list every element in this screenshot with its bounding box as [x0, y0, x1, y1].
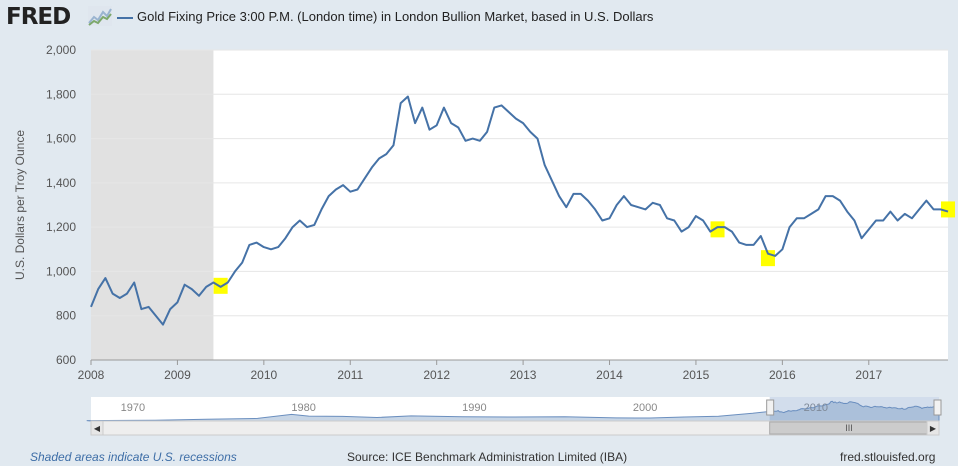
y-tick-label: 1,400 — [46, 176, 76, 190]
recession-shade — [91, 50, 214, 360]
navigator-tick-label: 1970 — [121, 402, 145, 414]
x-tick-label: 2016 — [769, 368, 796, 382]
recession-note: Shaded areas indicate U.S. recessions — [30, 450, 237, 464]
y-tick-label: 1,200 — [46, 220, 76, 234]
chart-svg[interactable]: 600 800 1,000 1,200 1,400 1,600 1,800 2,000 200… — [0, 36, 958, 446]
highlight-layer — [213, 201, 955, 294]
navigator-handle-right[interactable] — [933, 399, 942, 416]
highlight-marker — [941, 201, 955, 218]
plot-background — [91, 50, 948, 360]
fred-logo-chart-icon — [88, 6, 112, 26]
y-axis-label: U.S. Dollars per Troy Ounce — [13, 130, 27, 280]
navigator-area — [86, 400, 940, 422]
navigator-ticks: 1970 1980 1990 2000 2010 — [121, 402, 828, 414]
scroll-left-icon: ◀ — [94, 424, 101, 433]
navigator-tick-label: 2000 — [633, 402, 657, 414]
x-tick-label: 2015 — [683, 368, 710, 382]
chart-header: FRED Gold Fixing Price 3:00 P.M. (London… — [0, 0, 958, 36]
y-axis-ticks: 600 800 1,000 1,200 1,400 1,600 1,800 2,000 — [46, 43, 76, 367]
y-tick-label: 1,800 — [46, 87, 76, 101]
recession-layer — [91, 50, 214, 360]
x-axis-ticks: 2008 2009 2010 2011 2012 2013 2014 2015 2016 2017 — [78, 360, 882, 382]
legend-line-icon — [117, 16, 133, 19]
y-tick-label: 600 — [56, 353, 76, 367]
scrollbar-grip-icon: III — [845, 423, 853, 433]
legend-text: Gold Fixing Price 3:00 P.M. (London time… — [137, 9, 654, 24]
highlight-marker — [710, 221, 725, 238]
scroll-right-icon: ▶ — [930, 424, 937, 433]
x-tick-label: 2012 — [423, 368, 450, 382]
navigator-tick-label: 1980 — [291, 402, 315, 414]
navigator-tick-label: 1990 — [462, 402, 486, 414]
y-tick-label: 1,000 — [46, 264, 76, 278]
x-tick-label: 2014 — [596, 368, 623, 382]
y-tick-label: 800 — [56, 309, 76, 323]
scroll-right-button[interactable] — [926, 420, 940, 436]
x-tick-label: 2017 — [855, 368, 882, 382]
navigator-selection[interactable] — [769, 397, 939, 421]
y-tick-label: 2,000 — [46, 43, 76, 57]
series-legend[interactable]: Gold Fixing Price 3:00 P.M. (London time… — [117, 9, 653, 24]
x-tick-label: 2011 — [337, 368, 363, 382]
y-tick-label: 1,600 — [46, 132, 76, 146]
navigator[interactable]: 1970 1980 1990 2000 2010 III ◀ ▶ — [86, 397, 942, 436]
source-text: Source: ICE Benchmark Administration Lim… — [347, 450, 628, 464]
fred-logo[interactable]: FRED — [6, 4, 71, 30]
x-tick-label: 2009 — [164, 368, 191, 382]
x-tick-label: 2008 — [78, 368, 105, 382]
navigator-handle-left[interactable] — [766, 399, 775, 416]
x-tick-label: 2013 — [510, 368, 537, 382]
scroll-left-button[interactable] — [90, 420, 104, 436]
navigator-tick-label: 2010 — [804, 402, 828, 414]
x-tick-label: 2010 — [250, 368, 277, 382]
fred-link[interactable]: fred.stlouisfed.org — [840, 450, 936, 464]
series-line[interactable] — [90, 95, 949, 326]
